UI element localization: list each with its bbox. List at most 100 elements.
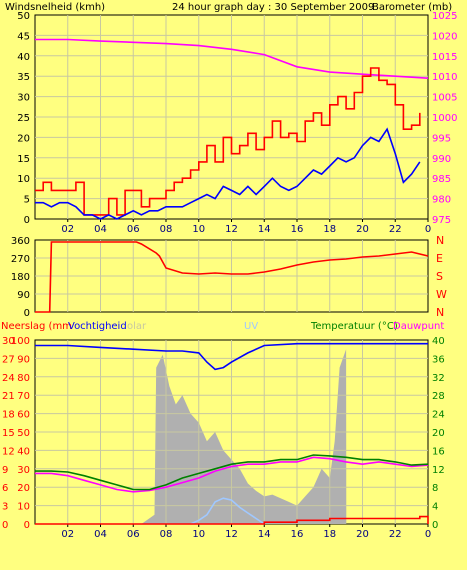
wind-right-tick-label: 990 — [432, 154, 451, 165]
wind-ytick-label: 35 — [17, 72, 30, 83]
wind-right-tick-label: 1000 — [432, 113, 457, 124]
weather-xtick-label: 18 — [323, 529, 336, 540]
weather-ytick-label: 80 — [17, 373, 30, 384]
wind-grid — [35, 15, 428, 219]
wind-average-line — [35, 127, 421, 220]
wind-ytick-label: 0 — [24, 215, 30, 226]
wind-xtick-label: 08 — [160, 224, 173, 235]
weather-ytick-label: 40 — [17, 446, 30, 457]
weather-right-tick-label: 12 — [432, 465, 445, 476]
direction-y-ticks: 0 90 180 270 360 — [11, 236, 30, 319]
rain-y-ticks: 0 3 6 9 12 15 18 21 24 27 30 — [2, 336, 15, 531]
weather-right-tick-label: 20 — [432, 428, 445, 439]
compass-letter: W — [436, 288, 447, 301]
rain-line — [35, 515, 429, 525]
wind-right-tick-label: 1005 — [432, 93, 457, 104]
humidity-line — [35, 342, 428, 371]
weather-xtick-label: 12 — [225, 529, 238, 540]
weather-right-tick-label: 40 — [432, 336, 445, 347]
legend-dewpoint: Dauwpunt — [393, 321, 444, 332]
rain-ytick-label: 3 — [2, 502, 8, 513]
barometer-line — [35, 38, 429, 79]
weather-xtick-label: 02 — [61, 529, 74, 540]
weather-ytick-label: 70 — [17, 391, 30, 402]
compass-letter: N — [436, 234, 444, 247]
direction-ytick-label: 90 — [17, 290, 30, 301]
wind-xtick-label: 14 — [258, 224, 271, 235]
rain-ytick-label: 27 — [2, 354, 15, 365]
weather-ytick-label: 100 — [11, 336, 30, 347]
wind-right-tick-label: 1015 — [432, 52, 457, 63]
rain-ytick-label: 12 — [2, 446, 15, 457]
wind-ytick-label: 15 — [17, 154, 30, 165]
wind-xtick-label: 22 — [389, 224, 402, 235]
rain-ytick-label: 21 — [2, 391, 15, 402]
rain-ytick-label: 9 — [2, 465, 8, 476]
wind-right-tick-label: 1020 — [432, 31, 457, 42]
rain-ytick-label: 30 — [2, 336, 15, 347]
wind-xtick-label: 04 — [94, 224, 107, 235]
weather-ytick-label: 60 — [17, 410, 30, 421]
weather-xtick-label: 04 — [94, 529, 107, 540]
wind-xtick-label: 02 — [61, 224, 74, 235]
weather-xtick-label: 06 — [127, 529, 140, 540]
wind-xtick-label: 12 — [225, 224, 238, 235]
direction-ytick-label: 180 — [11, 272, 30, 283]
weather-grid — [35, 340, 428, 524]
direction-line — [35, 241, 429, 313]
weather-right-tick-label: 0 — [432, 520, 438, 531]
legend-humidity: Vochtigheid — [68, 321, 127, 332]
wind-series — [35, 38, 429, 220]
weather-series — [35, 342, 429, 525]
weather-ytick-label: 20 — [17, 483, 30, 494]
wind-ytick-label: 25 — [17, 113, 30, 124]
wind-right-tick-label: 995 — [432, 133, 451, 144]
weather-ytick-label: 10 — [17, 502, 30, 513]
wind-right-tick-label: 980 — [432, 195, 451, 206]
weather-xtick-label: 10 — [192, 529, 205, 540]
weather-x-ticks: 02 04 06 08 10 12 14 16 18 20 22 0 — [61, 524, 431, 540]
wind-axis-label: Windsnelheid (kmh) — [5, 2, 105, 13]
barometer-y-ticks: 975 980 985 990 995 1000 1005 1010 1015 1020 1025 — [432, 11, 457, 226]
weather-right-tick-label: 8 — [432, 483, 438, 494]
chart-title: 24 hour graph day : 30 September 2009 — [172, 2, 374, 13]
wind-xtick-label: 0 — [425, 224, 431, 235]
weather-xtick-label: 0 — [425, 529, 431, 540]
compass-letter: S — [436, 270, 443, 283]
wind-ytick-label: 40 — [17, 52, 30, 63]
legend-temperature: Temperatuur (°C) — [310, 321, 398, 332]
wind-xtick-label: 10 — [192, 224, 205, 235]
direction-ytick-label: 360 — [11, 236, 30, 247]
legend-rain: Neerslag (mm — [1, 321, 72, 332]
uv-line — [190, 497, 265, 525]
legend-uv: UV — [244, 321, 258, 332]
wind-ytick-label: 10 — [17, 174, 30, 185]
compass-letter: N — [436, 306, 444, 319]
wind-right-tick-label: 975 — [432, 215, 451, 226]
weather-right-tick-label: 4 — [432, 502, 438, 513]
weather-right-tick-label: 36 — [432, 354, 445, 365]
weather-ytick-label: 30 — [17, 465, 30, 476]
wind-ytick-label: 45 — [17, 31, 30, 42]
rain-ytick-label: 18 — [2, 410, 15, 421]
wind-right-tick-label: 1010 — [432, 72, 457, 83]
dewpoint-line — [35, 456, 429, 493]
weather-right-tick-label: 24 — [432, 410, 445, 421]
weather-ytick-label: 90 — [17, 354, 30, 365]
weather-ytick-label: 0 — [24, 520, 30, 531]
wind-xtick-label: 18 — [323, 224, 336, 235]
wind-ytick-label: 30 — [17, 93, 30, 104]
barometer-axis-label: Barometer (mb) — [372, 2, 452, 13]
direction-grid — [35, 240, 428, 312]
weather-xtick-label: 22 — [389, 529, 402, 540]
wind-right-tick-label: 985 — [432, 174, 451, 185]
wind-right-tick-label: 1025 — [432, 11, 457, 22]
wind-y-ticks: 0 5 10 15 20 25 30 35 40 45 50 — [17, 11, 30, 226]
weather-xtick-label: 20 — [356, 529, 369, 540]
wind-xtick-label: 06 — [127, 224, 140, 235]
wind-xtick-label: 20 — [356, 224, 369, 235]
wind-x-ticks: 02 04 06 08 10 12 14 16 18 20 22 0 — [61, 219, 431, 235]
